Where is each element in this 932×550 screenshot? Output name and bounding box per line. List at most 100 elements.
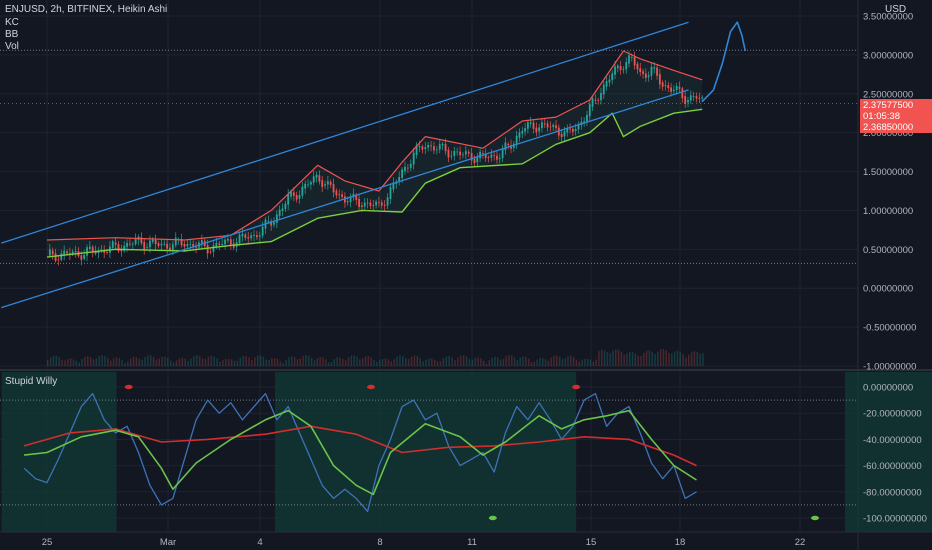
volume-bar xyxy=(457,357,459,366)
candle-body xyxy=(80,255,83,260)
volume-bar xyxy=(259,355,262,366)
candle-body xyxy=(695,96,698,99)
candle-body xyxy=(48,249,51,256)
candle-body xyxy=(332,184,335,193)
volume-bar xyxy=(662,349,665,366)
candle-body xyxy=(515,135,518,145)
volume-bar xyxy=(330,361,333,366)
volume-bar xyxy=(81,359,83,366)
volume-bar xyxy=(359,359,361,366)
volume-bar xyxy=(645,350,648,366)
volume-bar xyxy=(511,355,513,366)
candle-body xyxy=(218,243,221,245)
volume-bar xyxy=(550,357,552,366)
volume-bar xyxy=(69,358,72,366)
volume-bar xyxy=(256,355,259,366)
candle-body xyxy=(163,243,166,245)
oscillator-axis-label: 0.00000000 xyxy=(863,383,913,394)
candle-body xyxy=(355,194,358,200)
candle-body xyxy=(117,244,120,252)
candle-body xyxy=(450,155,453,157)
volume-bar xyxy=(702,353,704,366)
candle-body xyxy=(560,133,563,138)
volume-bar xyxy=(274,357,276,366)
candle-body xyxy=(386,197,389,206)
volume-bar xyxy=(279,361,282,366)
volume-bar xyxy=(61,360,63,366)
candle-body xyxy=(83,254,86,259)
candle-body xyxy=(224,239,226,245)
candle-body xyxy=(143,242,146,250)
candle-body xyxy=(287,194,290,205)
volume-bar xyxy=(78,362,80,366)
candle-body xyxy=(473,158,476,164)
volume-bar xyxy=(52,355,55,366)
candle-body xyxy=(63,250,66,255)
volume-bar xyxy=(659,349,662,366)
volume-bar xyxy=(488,360,491,366)
candle-body xyxy=(192,243,195,248)
candle-body xyxy=(189,243,192,245)
volume-bar xyxy=(460,355,462,366)
candle-body xyxy=(667,85,670,88)
volume-bar xyxy=(373,360,375,366)
candle-body xyxy=(527,122,529,129)
candle-body xyxy=(253,234,255,236)
candle-body xyxy=(541,122,543,129)
candle-body xyxy=(398,176,401,183)
oscillator-series-2 xyxy=(23,425,697,467)
price-axis-label: 0.50000000 xyxy=(863,245,913,256)
volume-bar xyxy=(581,359,583,366)
volume-bar xyxy=(496,357,499,366)
candle-body xyxy=(684,96,687,104)
candle-body xyxy=(114,242,117,245)
candle-body xyxy=(518,132,521,138)
last-price: 2.37577500 xyxy=(863,100,914,111)
volume-bar xyxy=(308,355,310,366)
volume-bar xyxy=(634,353,637,366)
volume-bar xyxy=(319,356,321,366)
candle-body xyxy=(111,241,114,248)
indicator-bb-label: BB xyxy=(5,29,19,40)
volume-bar xyxy=(356,356,358,366)
candle-body xyxy=(200,240,203,244)
candle-body xyxy=(278,209,281,217)
volume-bar xyxy=(135,357,138,366)
volume-bar xyxy=(322,357,324,366)
candle-body xyxy=(129,243,131,245)
price-axis-label: 2.50000000 xyxy=(863,89,913,100)
candle-body xyxy=(577,124,580,130)
candle-body xyxy=(358,198,360,208)
volume-bar xyxy=(530,361,533,366)
volume-bar xyxy=(101,355,103,366)
candle-body xyxy=(171,244,174,250)
candle-body xyxy=(692,96,695,97)
candle-body xyxy=(498,157,501,159)
candle-body xyxy=(406,167,409,169)
volume-bar xyxy=(598,350,600,366)
volume-bar xyxy=(347,357,350,366)
volume-bar xyxy=(631,352,634,366)
candle-body xyxy=(227,238,229,241)
candle-body xyxy=(304,183,307,189)
volume-bar xyxy=(227,358,230,366)
volume-bar xyxy=(612,350,614,366)
volume-bar xyxy=(533,361,536,366)
candle-body xyxy=(630,56,633,58)
volume-bar xyxy=(561,359,564,366)
volume-bar xyxy=(219,361,221,366)
candle-body xyxy=(378,202,380,204)
volume-bar xyxy=(693,351,696,366)
candle-body xyxy=(675,86,678,91)
candle-body xyxy=(487,157,490,159)
price-axis-label: -0.50000000 xyxy=(863,323,916,334)
candle-body xyxy=(212,245,215,252)
candle-body xyxy=(650,66,653,76)
volume-bar xyxy=(364,356,367,366)
candle-body xyxy=(636,63,639,70)
candle-body xyxy=(120,249,123,252)
volume-bar xyxy=(519,357,521,366)
oscillator-axis-label: -20.00000000 xyxy=(863,409,922,420)
kc-upper-line xyxy=(46,50,703,241)
